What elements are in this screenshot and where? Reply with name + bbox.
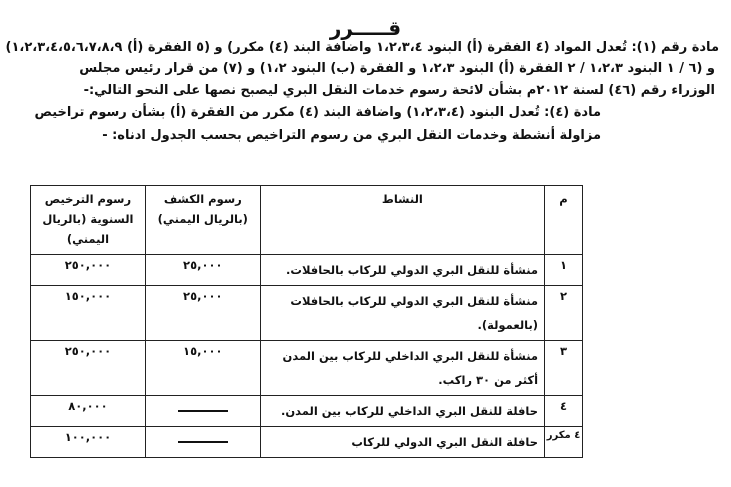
table-row: ٤ مكرر حافلة النقل البري الدولي للركاب ١… [30,426,583,458]
dash-mark [177,409,228,412]
dash-mark [177,440,228,443]
row-number: ٣ [544,340,583,396]
paragraph-line: الوزراء رقم (٤٦) لسنة ٢٠١٢م بشأن لائحة ر… [83,83,715,98]
table-row: ٣ منشأة للنقل البري الداخلي للركاب بين ا… [30,340,583,396]
row-inspection-fee: ٢٥,٠٠٠ [144,285,261,341]
row-license-fee: ١٥٠,٠٠٠ [30,285,146,341]
decree-title: قـــــرر [329,16,402,40]
paragraph-line: مادة رقم (١): تُعدل المواد (٤ الفقرة (أ)… [5,40,719,55]
row-inspection-fee: ١٥,٠٠٠ [144,340,261,396]
header-activity: النشاط [259,185,546,255]
row-number: ١ [544,254,583,286]
row-activity: حافلة للنقل البري الداخلي للركاب بين الم… [259,395,546,427]
row-license-fee: ٢٥٠,٠٠٠ [30,340,146,396]
row-inspection-fee [144,395,261,427]
table-row: ١ منشأة للنقل البري الدولي للركاب بالحاف… [30,254,583,286]
header-license-fee: رسوم الترخيص السنوية (بالريال اليمني) [30,185,146,255]
row-number: ٤ [544,395,583,427]
paragraph-line: و (٦ / ١ البنود ١،٢،٣ / ٢ الفقرة (أ) الب… [79,61,715,76]
row-inspection-fee: ٢٥,٠٠٠ [144,254,261,286]
row-license-fee: ٨٠,٠٠٠ [30,395,146,427]
header-inspection-fee: رسوم الكشف (بالريال اليمني) [144,185,261,255]
row-number: ٢ [544,285,583,341]
row-activity: منشأة للنقل البري الدولي للركاب بالحافلا… [259,285,546,341]
fees-table: م النشاط رسوم الكشف (بالريال اليمني) رسو… [30,185,583,458]
row-number: ٤ مكرر [544,426,583,458]
paragraph-line: مادة (٤): تُعدل البنود (١،٢،٣،٤) واضافة … [34,105,601,120]
row-license-fee: ١٠٠,٠٠٠ [30,426,146,458]
row-inspection-fee [144,426,261,458]
row-activity: منشأة للنقل البري الداخلي للركاب بين الم… [259,340,546,396]
paragraph-line: مزاولة أنشطة وخدمات النقل البري من رسوم … [102,128,601,143]
row-activity: حافلة النقل البري الدولي للركاب [259,426,546,458]
table-header-row: م النشاط رسوم الكشف (بالريال اليمني) رسو… [30,185,583,255]
header-number: م [544,185,583,255]
table-row: ٤ حافلة للنقل البري الداخلي للركاب بين ا… [30,395,583,427]
row-activity: منشأة للنقل البري الدولي للركاب بالحافلا… [259,254,546,286]
table-row: ٢ منشأة للنقل البري الدولي للركاب بالحاف… [30,285,583,341]
row-license-fee: ٢٥٠,٠٠٠ [30,254,146,286]
